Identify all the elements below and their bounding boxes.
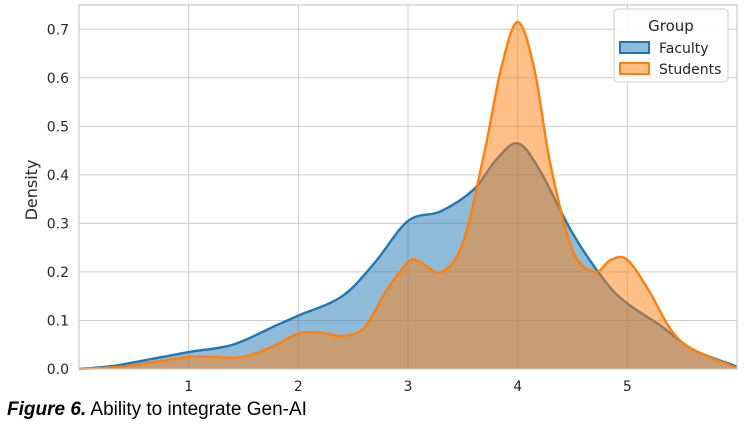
y-tick-label: 0.0 [47, 362, 69, 378]
x-tick-label: 5 [623, 379, 632, 395]
density-chart: 0.0 0.1 0.2 0.3 0.4 0.5 0.6 0.7 1 2 3 4 5 Density G… [22, 4, 738, 395]
y-tick-label: 0.3 [47, 216, 69, 232]
y-axis-label: Density [22, 160, 41, 221]
figure-caption-lead: Figure 6. [7, 399, 87, 420]
density-line-students [78, 20, 738, 371]
y-tick-label: 0.4 [47, 168, 69, 184]
y-tick-label: 0.1 [47, 313, 69, 329]
figure-caption-text: Ability to integrate Gen-AI [90, 399, 307, 420]
x-ticks: 1 2 3 4 5 [184, 379, 632, 395]
plot-frame [78, 4, 738, 370]
legend-label-faculty: Faculty [659, 41, 709, 57]
legend-swatch-faculty [619, 41, 650, 54]
legend-swatch-students [619, 62, 650, 75]
y-tick-label: 0.7 [47, 22, 69, 38]
legend-title: Group [648, 17, 694, 35]
area-fill-students [79, 21, 737, 370]
y-ticks: 0.0 0.1 0.2 0.3 0.4 0.5 0.6 0.7 [47, 22, 69, 378]
density-areas [78, 20, 738, 371]
x-tick-label: 1 [184, 379, 193, 395]
x-tick-label: 2 [294, 379, 303, 395]
legend-label-students: Students [659, 62, 721, 78]
y-tick-label: 0.5 [47, 119, 69, 135]
figure-caption: Figure 6. Ability to integrate Gen-AI [7, 399, 307, 421]
x-tick-label: 4 [513, 379, 522, 395]
x-tick-label: 3 [404, 379, 413, 395]
legend: Group Faculty Students [613, 8, 729, 83]
y-tick-label: 0.6 [47, 71, 69, 87]
y-tick-label: 0.2 [47, 265, 69, 281]
